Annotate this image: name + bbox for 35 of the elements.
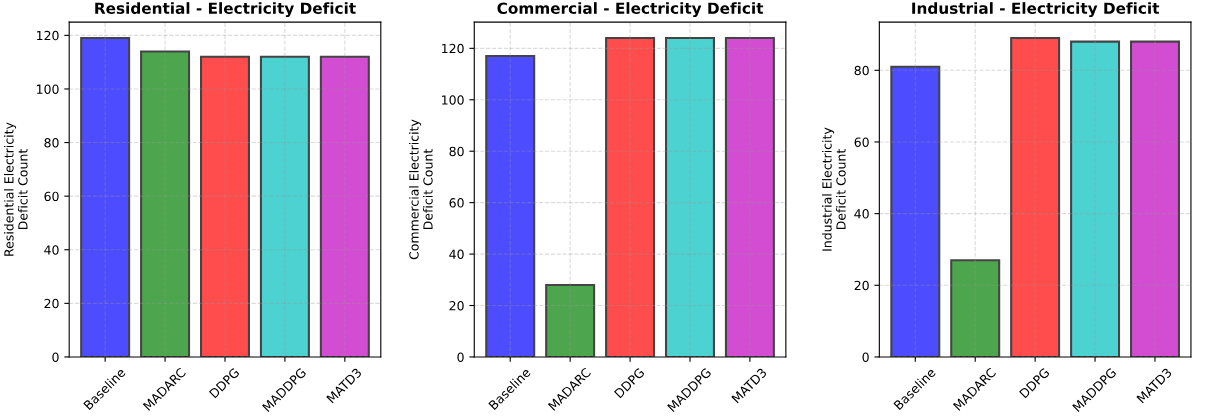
y-axis-title: Industrial Electricity Deficit Count <box>822 127 846 251</box>
y-tick-label: 120 <box>442 43 464 54</box>
chart-title: Commercial - Electricity Deficit <box>497 2 764 18</box>
bar <box>1129 40 1180 357</box>
y-tick-label: 20 <box>854 280 869 291</box>
y-axis-title: Residential Electricity Deficit Count <box>3 122 28 256</box>
y-tick-label: 100 <box>36 84 59 94</box>
y-tick-label: 40 <box>854 209 869 219</box>
bar <box>724 37 775 357</box>
y-tick-label: 60 <box>44 191 59 202</box>
y-tick-label: 120 <box>36 30 59 41</box>
y-tick-label: 80 <box>44 138 59 148</box>
y-tick-label: 60 <box>449 198 464 208</box>
y-tick-label: 60 <box>854 137 869 147</box>
y-tick-label: 0 <box>862 352 869 362</box>
y-tick-label: 80 <box>854 65 869 76</box>
y-tick-label: 20 <box>44 298 59 309</box>
bar <box>485 55 536 357</box>
y-tick-label: 40 <box>449 249 464 260</box>
chart-title: Residential - Electricity Deficit <box>95 2 356 18</box>
bar <box>1070 40 1121 357</box>
bar <box>890 65 941 357</box>
y-tick-label: 100 <box>442 95 464 105</box>
chart-title: Industrial - Electricity Deficit <box>912 2 1160 18</box>
y-axis-title: Commercial Electricity Deficit Count <box>409 119 433 260</box>
bar <box>950 259 1001 357</box>
bar <box>605 37 656 357</box>
bar <box>1010 37 1061 357</box>
y-tick-label: 40 <box>44 245 59 255</box>
bar <box>664 37 715 357</box>
y-tick-label: 80 <box>449 146 464 157</box>
y-tick-label: 0 <box>52 352 59 362</box>
y-tick-label: 20 <box>449 300 464 311</box>
bar <box>545 283 596 357</box>
y-tick-label: 0 <box>457 352 464 362</box>
